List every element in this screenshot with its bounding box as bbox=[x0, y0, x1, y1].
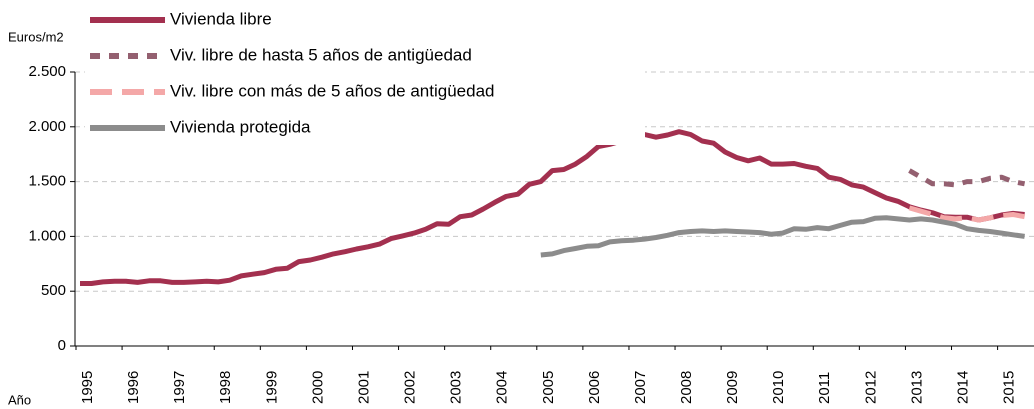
legend-label: Vivienda libre bbox=[170, 9, 272, 28]
x-tick-label: 2011 bbox=[816, 372, 833, 404]
x-tick-label: 1995 bbox=[79, 371, 96, 404]
y-axis-label: Euros/m2 bbox=[8, 29, 64, 44]
x-tick-label: 2014 bbox=[954, 371, 971, 404]
legend-label: Vivienda protegida bbox=[170, 117, 311, 136]
x-tick-label: 1998 bbox=[217, 371, 234, 404]
x-tick-label: 2009 bbox=[724, 371, 741, 404]
series-line bbox=[908, 205, 1026, 223]
legend-label: Viv. libre con más de 5 años de antigüed… bbox=[170, 81, 494, 100]
legend-background bbox=[85, 0, 645, 145]
y-tick-label: 1.500 bbox=[28, 173, 66, 190]
y-tick-label: 2.000 bbox=[28, 118, 66, 135]
y-tick-label: 2.500 bbox=[28, 63, 66, 80]
x-tick-label: 2003 bbox=[448, 371, 465, 404]
x-tick-label: 2008 bbox=[678, 371, 695, 404]
series-line bbox=[540, 215, 1025, 258]
x-tick-label: 2015 bbox=[1001, 371, 1018, 404]
series-line bbox=[908, 168, 1026, 188]
x-tick-label: 2007 bbox=[632, 371, 649, 404]
x-tick-label: 2006 bbox=[586, 371, 603, 404]
y-tick-label: 1.000 bbox=[28, 227, 66, 244]
legend-label: Viv. libre de hasta 5 años de antigüedad bbox=[170, 45, 472, 64]
y-tick-label: 0 bbox=[58, 337, 66, 354]
series-line bbox=[80, 129, 1025, 286]
x-axis-label: Año bbox=[8, 392, 31, 407]
x-tick-label: 2010 bbox=[770, 371, 787, 404]
x-tick-label: 1997 bbox=[171, 371, 188, 404]
x-tick-label: 2002 bbox=[402, 371, 419, 404]
x-tick-label: 2001 bbox=[355, 371, 372, 404]
x-tick-label: 2012 bbox=[862, 371, 879, 404]
x-tick-label: 2000 bbox=[309, 371, 326, 404]
legend: Vivienda libre Viv. libre de hasta 5 años… bbox=[85, 0, 645, 145]
x-tick-label: 1996 bbox=[125, 371, 142, 404]
x-tick-label: 2005 bbox=[540, 371, 557, 404]
x-tick-label: 2013 bbox=[908, 371, 925, 404]
x-tick-label: 2004 bbox=[494, 371, 511, 404]
y-tick-label: 500 bbox=[41, 282, 66, 299]
x-tick-label: 1999 bbox=[263, 371, 280, 404]
